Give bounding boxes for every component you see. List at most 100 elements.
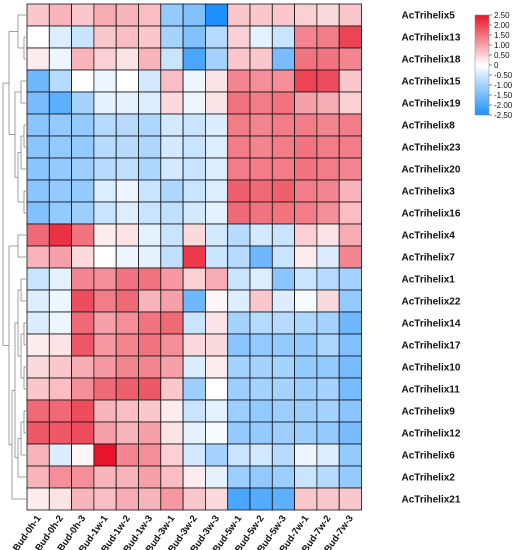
heatmap-cell <box>249 113 273 137</box>
heatmap-cell <box>338 91 362 115</box>
heatmap-cell <box>249 245 273 269</box>
heatmap-cell <box>48 179 72 203</box>
heatmap-cell <box>182 3 206 27</box>
heatmap-cell <box>294 333 318 357</box>
heatmap-cell <box>48 201 72 225</box>
heatmap-cell <box>204 179 229 203</box>
heatmap-cell <box>271 333 295 357</box>
heatmap-cell <box>115 377 139 401</box>
heatmap-cell <box>204 377 229 401</box>
heatmap-cell <box>338 487 362 511</box>
heatmap-cell <box>271 355 295 379</box>
heatmap-cell <box>71 465 95 489</box>
heatmap-cell <box>93 245 117 269</box>
legend-tick-label: -2.00 <box>494 101 513 110</box>
heatmap-cell <box>249 267 273 291</box>
heatmap-cell <box>338 355 362 379</box>
heatmap-cell <box>271 289 295 313</box>
heatmap-cell <box>48 487 72 511</box>
heatmap-cell <box>48 157 72 181</box>
heatmap-cell <box>26 113 50 137</box>
legend-tick-label: -0.50 <box>494 71 513 80</box>
row-label: AcTrihelix16 <box>402 209 461 220</box>
heatmap-cell <box>294 201 318 225</box>
heatmap-cell <box>93 377 117 401</box>
heatmap-cell <box>338 443 362 467</box>
heatmap-cell <box>115 399 139 423</box>
heatmap-cell <box>338 47 362 71</box>
heatmap-cell <box>338 113 362 137</box>
heatmap-cell <box>48 289 72 313</box>
heatmap-cell <box>338 157 362 181</box>
heatmap-cell <box>316 69 340 93</box>
heatmap-cell <box>93 135 117 159</box>
heatmap-cell <box>182 135 206 159</box>
heatmap-cell <box>26 377 50 401</box>
heatmap-cell <box>227 355 251 379</box>
heatmap-cell <box>271 487 295 511</box>
heatmap-cell <box>48 421 72 445</box>
heatmap-cell <box>294 25 318 49</box>
heatmap-cell <box>338 245 362 269</box>
heatmap-cell <box>182 355 206 379</box>
heatmap-cell <box>26 25 50 49</box>
heatmap-cell <box>48 245 72 269</box>
heatmap-cell <box>182 113 206 137</box>
legend-tick-label: 0.50 <box>494 51 510 60</box>
heatmap-cell <box>115 3 139 27</box>
heatmap-cell <box>227 487 251 511</box>
heatmap-cell <box>294 267 318 291</box>
heatmap-cell <box>182 311 206 335</box>
heatmap-cell <box>182 47 206 71</box>
heatmap-cell <box>249 69 273 93</box>
heatmap-cell <box>138 25 162 49</box>
row-label: AcTrihelix15 <box>402 77 461 88</box>
heatmap-cell <box>338 465 362 489</box>
column-labels: Bud-0h-1Bud-0h-2Bud-0h-3Bud-1w-1Bud-1w-2… <box>11 513 356 550</box>
heatmap-cell <box>48 25 72 49</box>
heatmap-cell <box>182 465 206 489</box>
heatmap-cell <box>182 25 206 49</box>
heatmap-cell <box>338 201 362 225</box>
heatmap-cell <box>271 421 295 445</box>
heatmap-cell <box>138 47 162 71</box>
heatmap-cell <box>249 223 273 247</box>
heatmap-cell <box>182 421 206 445</box>
heatmap-cell <box>249 201 273 225</box>
heatmap-cell <box>160 311 184 335</box>
heatmap-cell <box>26 311 50 335</box>
heatmap-cell <box>115 267 139 291</box>
heatmap-cell <box>48 223 72 247</box>
heatmap-cell <box>48 135 72 159</box>
heatmap-cell <box>93 157 117 181</box>
heatmap-cell <box>93 289 117 313</box>
heatmap-cell <box>138 245 162 269</box>
heatmap-cell <box>249 179 273 203</box>
heatmap-cell <box>204 201 229 225</box>
heatmap-cell <box>48 333 72 357</box>
heatmap-cell <box>160 113 184 137</box>
heatmap-cell <box>227 135 251 159</box>
heatmap-cell <box>204 157 229 181</box>
heatmap-cell <box>182 443 206 467</box>
heatmap-cell <box>71 333 95 357</box>
heatmap-cell <box>316 267 340 291</box>
heatmap-cell <box>271 223 295 247</box>
heatmap-cell <box>160 355 184 379</box>
heatmap-cell <box>227 223 251 247</box>
heatmap-cell <box>71 399 95 423</box>
heatmap-cell <box>138 113 162 137</box>
heatmap-cell <box>26 333 50 357</box>
heatmap-cell <box>138 421 162 445</box>
heatmap-cell <box>71 91 95 115</box>
heatmap-cell <box>48 465 72 489</box>
heatmap-cell <box>93 47 117 71</box>
heatmap-cell <box>316 245 340 269</box>
heatmap-cell <box>271 245 295 269</box>
heatmap-cell <box>338 267 362 291</box>
heatmap-cell <box>160 487 184 511</box>
heatmap-cell <box>294 135 318 159</box>
legend-tick-label: 2.50 <box>494 11 510 20</box>
heatmap-cell <box>93 421 117 445</box>
